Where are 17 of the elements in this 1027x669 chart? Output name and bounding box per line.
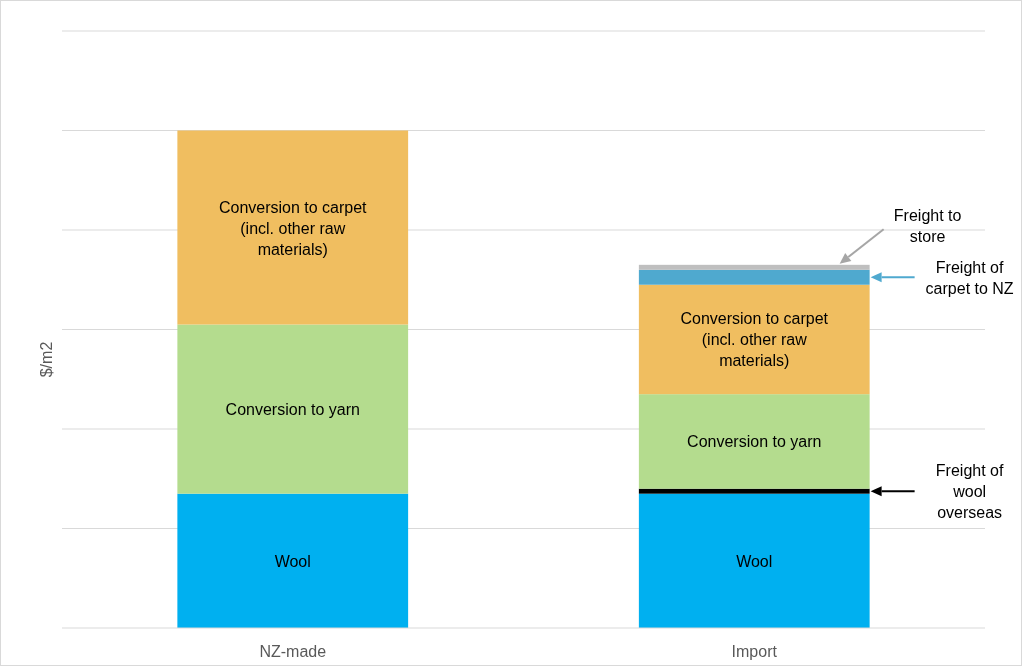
text: Conversion to yarn: [225, 400, 360, 418]
x-tick-label: NZ-made: [259, 643, 327, 660]
series-label: Conversion to carpet (incl. other raw materials): [680, 309, 829, 369]
series-label: Conversion to yarn: [687, 432, 822, 450]
series-label: Wool: [274, 552, 311, 570]
bar: [177, 493, 409, 628]
text: Wool: [736, 552, 773, 570]
legend-label: Freight of carpet to NZ: [925, 258, 1014, 297]
x-tick-label: Import: [731, 643, 778, 660]
legend-label: Freight of wool overseas: [935, 461, 1004, 521]
series-label: Freight to store: [893, 206, 962, 245]
y-axis-title: $/m2: [38, 341, 55, 378]
bar: [177, 130, 409, 325]
bar: [638, 284, 870, 395]
bar: [177, 324, 409, 494]
text: Conversion to carpet (incl. other raw materials): [218, 198, 367, 258]
bar: [638, 264, 870, 270]
